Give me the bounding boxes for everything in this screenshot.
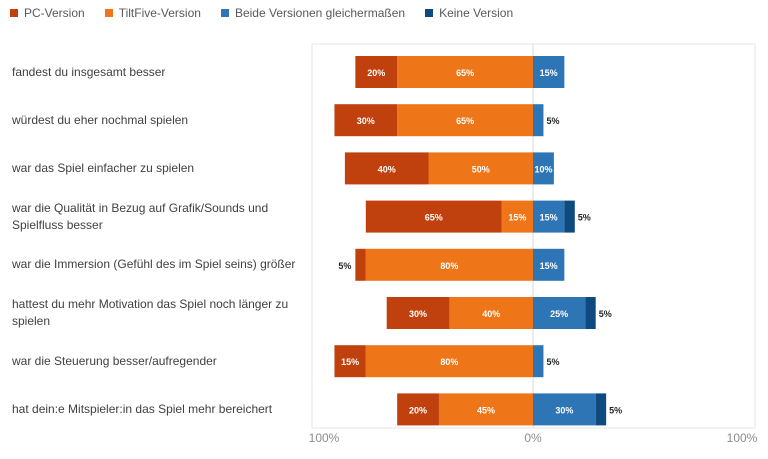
bar-segment bbox=[564, 200, 575, 233]
data-label: 15% bbox=[540, 213, 558, 223]
category-label: fandest du insgesamt besser bbox=[12, 64, 166, 79]
data-label: 5% bbox=[609, 405, 622, 415]
bar-segment bbox=[334, 345, 366, 378]
bar-segment bbox=[595, 393, 607, 426]
category-label: war die Steuerung besser/aufregender bbox=[12, 353, 217, 368]
bar-segment bbox=[428, 152, 533, 185]
data-label: 20% bbox=[367, 68, 385, 78]
data-label: 65% bbox=[456, 68, 474, 78]
data-label: 40% bbox=[378, 164, 396, 174]
data-label: 65% bbox=[425, 213, 443, 223]
category-label: hat dein:e Mitspieler:in das Spiel mehr … bbox=[12, 401, 273, 416]
data-label: 5% bbox=[599, 309, 612, 319]
bar-segment bbox=[386, 297, 450, 329]
bar-segment bbox=[533, 56, 565, 88]
legend-label: Beide Versionen gleichermaßen bbox=[234, 6, 406, 20]
legend-item: Keine Version bbox=[425, 6, 513, 20]
data-label: 15% bbox=[341, 357, 359, 367]
bar-segment bbox=[533, 345, 544, 378]
x-tick-label: 100% bbox=[309, 431, 340, 445]
data-label: 5% bbox=[546, 116, 559, 126]
data-label: 80% bbox=[440, 357, 458, 367]
data-label: 65% bbox=[456, 116, 474, 126]
data-label: 45% bbox=[477, 405, 495, 415]
category-label: war das Spiel einfacher zu spielen bbox=[12, 160, 195, 175]
bar-segment bbox=[334, 104, 398, 137]
bar-segment bbox=[501, 200, 533, 233]
legend-label: Keine Version bbox=[439, 6, 514, 20]
category-label: war die Qualität in Bezug auf Grafik/Sou… bbox=[12, 200, 269, 232]
legend-label: TiltFive-Version bbox=[118, 6, 201, 20]
bar-segment bbox=[355, 248, 366, 281]
bar-segment bbox=[365, 200, 502, 233]
category-label: würdest du eher nochmal spielen bbox=[12, 112, 189, 127]
bar-segment bbox=[365, 345, 533, 378]
bar-segment bbox=[533, 248, 565, 281]
bar-segment bbox=[585, 297, 596, 329]
bar-segment bbox=[355, 56, 398, 88]
data-label: 30% bbox=[555, 405, 573, 415]
legend-label: PC-Version bbox=[24, 6, 85, 20]
chart-legend: PC-Version TiltFive-Version Beide Versione… bbox=[10, 6, 533, 20]
legend-item: Beide Versionen gleichermaßen bbox=[220, 6, 406, 20]
bar-segment bbox=[397, 104, 533, 137]
data-label: 15% bbox=[540, 261, 558, 271]
bar-segment bbox=[344, 152, 429, 185]
data-label: 30% bbox=[409, 309, 427, 319]
data-label: 15% bbox=[540, 68, 558, 78]
data-label: 5% bbox=[546, 357, 559, 367]
bar-segment bbox=[533, 393, 596, 426]
bar-segment bbox=[533, 200, 565, 233]
bar-segment bbox=[397, 393, 439, 426]
x-tick-label: 100% bbox=[727, 431, 758, 445]
legend-swatch bbox=[104, 9, 113, 17]
bar-segment bbox=[533, 152, 554, 185]
data-label: 20% bbox=[409, 405, 427, 415]
legend-swatch bbox=[425, 9, 434, 17]
bar-segment bbox=[533, 104, 544, 137]
bar-segment bbox=[449, 297, 533, 329]
legend-item: PC-Version bbox=[10, 6, 85, 20]
data-label: 5% bbox=[338, 261, 351, 271]
data-label: 50% bbox=[472, 164, 490, 174]
data-label: 40% bbox=[482, 309, 500, 319]
x-tick-label: 0% bbox=[524, 431, 542, 445]
data-label: 5% bbox=[578, 213, 591, 223]
bar-segment bbox=[365, 248, 533, 281]
bar-segment bbox=[533, 297, 586, 329]
data-label: 10% bbox=[534, 164, 552, 174]
legend-item: TiltFive-Version bbox=[104, 6, 201, 20]
data-label: 30% bbox=[357, 116, 375, 126]
data-label: 15% bbox=[508, 213, 526, 223]
bar-segment bbox=[397, 56, 533, 88]
legend-swatch bbox=[220, 9, 229, 17]
data-label: 80% bbox=[440, 261, 458, 271]
legend-swatch bbox=[10, 9, 18, 17]
bar-segment bbox=[438, 393, 533, 426]
data-label: 25% bbox=[550, 309, 568, 319]
category-label: war die Immersion (Gefühl des im Spiel s… bbox=[12, 257, 296, 272]
category-label: hattest du mehr Motivation das Spiel noc… bbox=[12, 297, 289, 328]
